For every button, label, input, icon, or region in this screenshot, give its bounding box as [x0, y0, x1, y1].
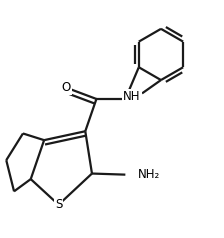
- Text: NH₂: NH₂: [138, 168, 160, 181]
- Text: NH: NH: [123, 90, 141, 103]
- Text: O: O: [62, 81, 71, 94]
- Text: S: S: [55, 198, 62, 211]
